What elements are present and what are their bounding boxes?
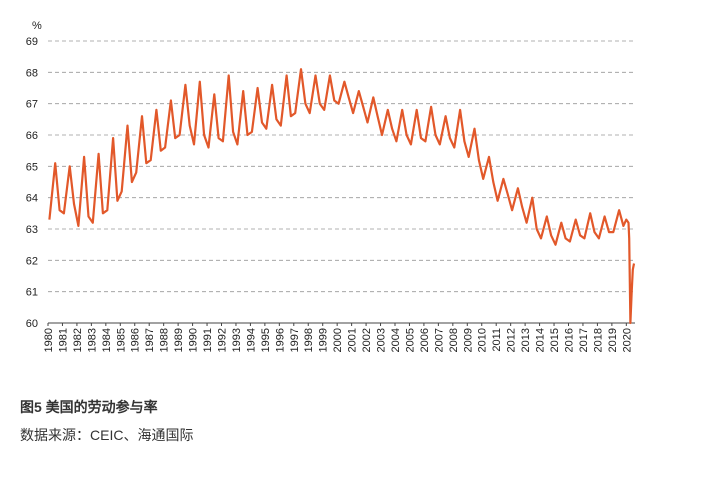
x-tick-label: 1984	[101, 328, 113, 352]
x-tick-label: 1988	[159, 328, 171, 352]
x-tick-label: 1987	[144, 328, 156, 352]
x-tick-label: 2008	[448, 328, 460, 352]
y-tick-label: 69	[26, 36, 38, 48]
x-tick-label: 2000	[332, 328, 344, 352]
x-tick-label: 1997	[289, 328, 301, 352]
x-tick-label: 1993	[231, 328, 243, 352]
y-tick-label: 60	[26, 318, 38, 330]
x-tick-label: 2001	[347, 328, 359, 352]
x-tick-label: 2020	[621, 328, 633, 352]
x-tick-label: 1990	[188, 328, 200, 352]
x-tick-label: 1989	[173, 328, 185, 352]
x-tick-label: 1985	[115, 328, 127, 352]
x-tick-label: 2019	[607, 328, 619, 352]
y-tick-label: 68	[26, 67, 38, 79]
x-tick-label: 2015	[549, 328, 561, 352]
x-tick-label: 1981	[57, 328, 69, 352]
y-tick-label: 66	[26, 130, 38, 142]
x-tick-label: 1999	[318, 328, 330, 352]
x-tick-label: 1996	[274, 328, 286, 352]
x-tick-label: 2014	[535, 328, 547, 352]
x-tick-label: 2006	[419, 328, 431, 352]
y-tick-label: 65	[26, 161, 38, 173]
source: 数据来源：CEIC、海通国际	[20, 427, 193, 443]
x-tick-label: 2012	[506, 328, 518, 352]
x-tick-label: 2013	[520, 328, 532, 352]
x-tick-label: 1998	[303, 328, 315, 352]
x-tick-label: 2010	[477, 328, 489, 352]
x-tick-label: 1992	[216, 328, 228, 352]
y-tick-label: 61	[26, 287, 38, 299]
x-tick-label: 1994	[245, 328, 257, 352]
y-unit: %	[32, 20, 42, 32]
x-tick-label: 2011	[491, 328, 503, 352]
x-tick-label: 2003	[376, 328, 388, 352]
x-tick-label: 2005	[404, 328, 416, 352]
x-tick-label: 1995	[260, 328, 272, 352]
x-tick-label: 1991	[202, 328, 214, 352]
chart-title: 图5 美国的劳动参与率	[20, 399, 158, 415]
x-tick-label: 1982	[72, 328, 84, 352]
y-tick-label: 62	[26, 255, 38, 267]
x-tick-label: 2009	[462, 328, 474, 352]
x-tick-label: 1986	[130, 328, 142, 352]
x-tick-label: 2004	[390, 328, 402, 352]
x-tick-label: 2002	[361, 328, 373, 352]
line-series	[48, 68, 636, 325]
x-tick-label: 2017	[578, 328, 590, 352]
y-tick-label: 67	[26, 99, 38, 111]
y-tick-label: 64	[26, 193, 38, 205]
x-tick-label: 1980	[43, 328, 55, 352]
x-tick-label: 2007	[433, 328, 445, 352]
x-tick-label: 1983	[86, 328, 98, 352]
y-tick-label: 63	[26, 224, 38, 236]
x-tick-label: 2016	[563, 328, 575, 352]
x-tick-label: 2018	[592, 328, 604, 352]
